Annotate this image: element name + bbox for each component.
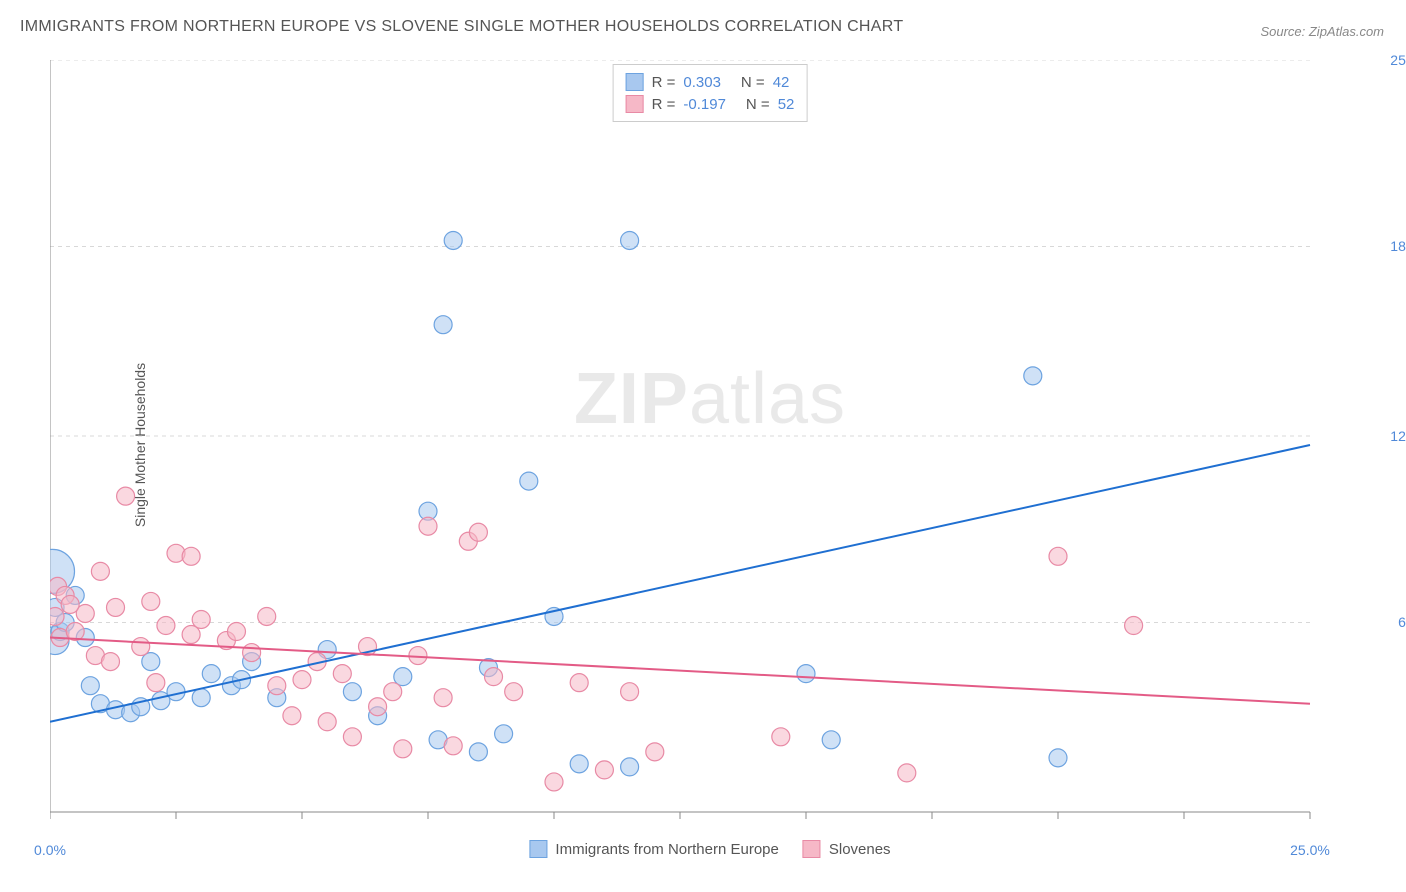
chart-area: Single Mother Households ZIPatlas R = 0.… [50,60,1370,830]
y-tick-label: 18.8% [1390,238,1406,254]
legend-r-label: R = [652,74,676,91]
legend-stats-row-1: R = -0.197 N = 52 [626,93,795,115]
legend-swatch-0 [626,73,644,91]
y-tick-label: 6.3% [1398,614,1406,630]
legend-series-label-1: Slovenes [829,841,891,858]
legend-n-label: N = [741,74,765,91]
legend-n-value-1: 52 [778,96,795,113]
y-tick-label: 12.5% [1390,428,1406,444]
legend-n-label: N = [746,96,770,113]
x-tick-label: 0.0% [34,842,66,858]
legend-series-label-0: Immigrants from Northern Europe [555,841,778,858]
legend-stats-row-0: R = 0.303 N = 42 [626,71,795,93]
scatter-plot [50,60,1370,830]
legend-series: Immigrants from Northern Europe Slovenes [529,840,890,858]
legend-series-item-0: Immigrants from Northern Europe [529,840,778,858]
y-tick-label: 25.0% [1390,52,1406,68]
x-tick-label: 25.0% [1290,842,1330,858]
legend-n-value-0: 42 [773,74,790,91]
legend-r-value-0: 0.303 [683,74,721,91]
chart-title: IMMIGRANTS FROM NORTHERN EUROPE VS SLOVE… [20,18,903,36]
legend-swatch-b0 [529,840,547,858]
legend-series-item-1: Slovenes [803,840,891,858]
legend-swatch-1 [626,95,644,113]
source-attribution: Source: ZipAtlas.com [1260,24,1384,39]
legend-stats: R = 0.303 N = 42 R = -0.197 N = 52 [613,64,808,122]
legend-swatch-b1 [803,840,821,858]
legend-r-label: R = [652,96,676,113]
legend-r-value-1: -0.197 [683,96,726,113]
